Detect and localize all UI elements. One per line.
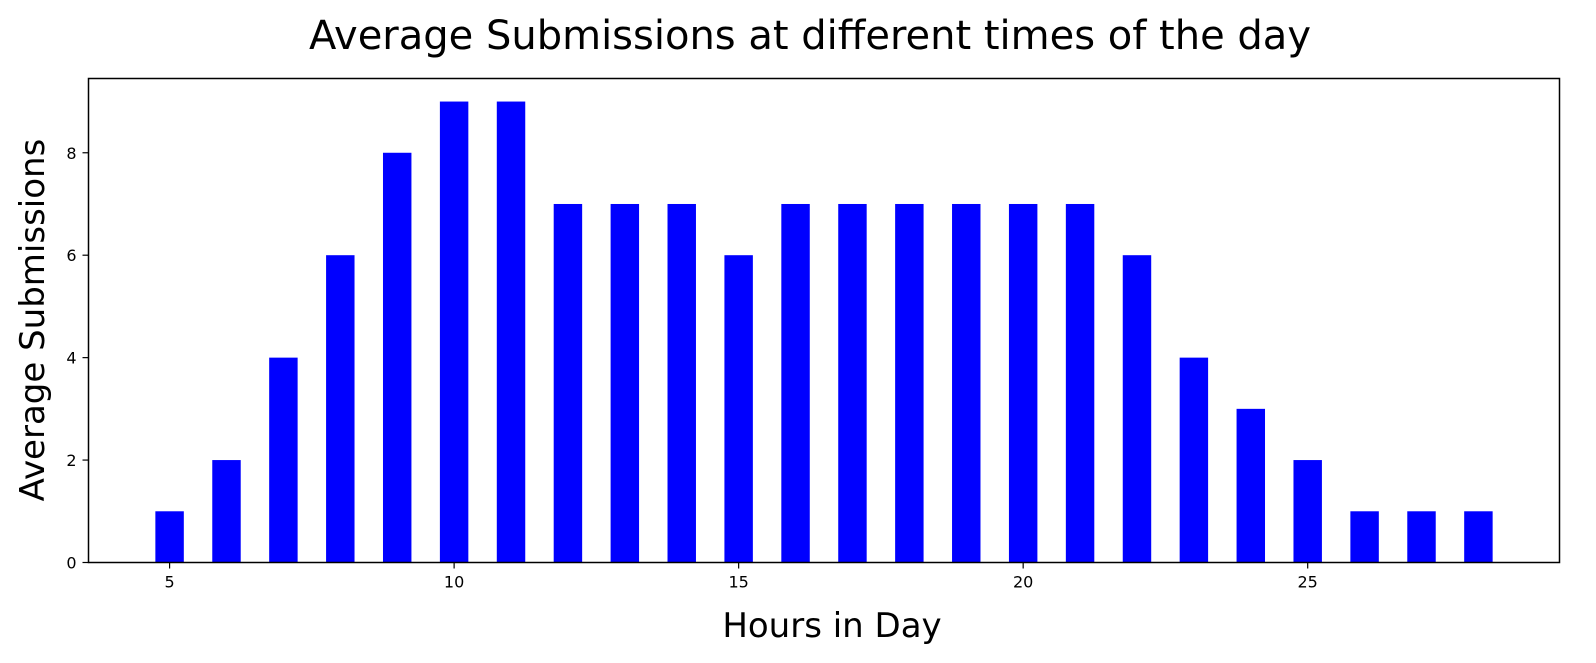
- bar-hour-7: [269, 357, 298, 563]
- bar-hour-24: [1236, 408, 1266, 563]
- bar-hour-11: [496, 101, 526, 563]
- bar-hour-12: [553, 203, 583, 563]
- bar-hour-17: [838, 203, 867, 563]
- x-axis-ticks: 5 10 15 20 25: [164, 562, 1318, 592]
- bar-hour-23: [1179, 357, 1209, 563]
- chart-title: Average Submissions at different times o…: [309, 13, 1311, 59]
- y-axis-ticks: 0 2 4 6 8: [66, 144, 89, 573]
- bar-hour-25: [1293, 460, 1322, 563]
- bar-hour-9: [382, 152, 412, 563]
- x-axis-label: Hours in Day: [722, 606, 941, 646]
- bar-hour-18: [895, 203, 924, 563]
- bar-hour-10: [439, 101, 469, 563]
- bar-hour-8: [326, 255, 355, 563]
- bar-hour-13: [610, 203, 640, 563]
- bar-hour-15: [724, 255, 753, 563]
- bar-hour-28: [1464, 511, 1493, 563]
- bar-hour-20: [1008, 203, 1038, 563]
- bar-hour-22: [1122, 255, 1152, 563]
- bar-hour-19: [952, 203, 981, 563]
- bar-hour-21: [1065, 203, 1095, 563]
- bar-hour-5: [155, 511, 184, 563]
- bar-hour-16: [781, 203, 810, 563]
- y-tick-label-8: 8: [66, 144, 76, 163]
- y-tick-label-0: 0: [66, 554, 76, 573]
- bar-hour-14: [667, 203, 696, 563]
- bar-series: [155, 101, 1493, 563]
- bar-hour-6: [212, 460, 241, 563]
- x-tick-label-5: 5: [164, 573, 174, 592]
- x-tick-label-15: 15: [728, 573, 748, 592]
- x-tick-label-20: 20: [1013, 573, 1033, 592]
- x-tick-label-25: 25: [1298, 573, 1318, 592]
- y-axis-label: Average Submissions: [13, 139, 53, 502]
- plot-frame: [87, 77, 1561, 564]
- y-tick-label-4: 4: [66, 349, 76, 368]
- x-tick-label-10: 10: [444, 573, 464, 592]
- y-tick-label-2: 2: [66, 451, 76, 470]
- y-tick-label-6: 6: [66, 246, 76, 265]
- bar-hour-26: [1350, 511, 1379, 563]
- bar-hour-27: [1407, 511, 1436, 563]
